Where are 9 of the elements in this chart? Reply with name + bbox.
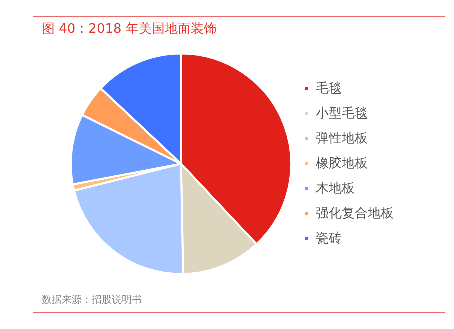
legend-label: 毛毯 bbox=[316, 81, 342, 96]
legend-label: 瓷砖 bbox=[316, 231, 342, 246]
legend-label: 弹性地板 bbox=[316, 131, 368, 146]
legend-label: 橡胶地板 bbox=[316, 156, 368, 172]
legend-label: 小型毛毯 bbox=[316, 106, 368, 122]
chart-title: 图 40：2018 年美国地面装饰 bbox=[42, 21, 217, 38]
source-note: 数据来源：招股说明书 bbox=[42, 294, 142, 307]
legend-label: 强化复合地板 bbox=[316, 206, 394, 222]
legend-label: 木地板 bbox=[316, 181, 355, 196]
